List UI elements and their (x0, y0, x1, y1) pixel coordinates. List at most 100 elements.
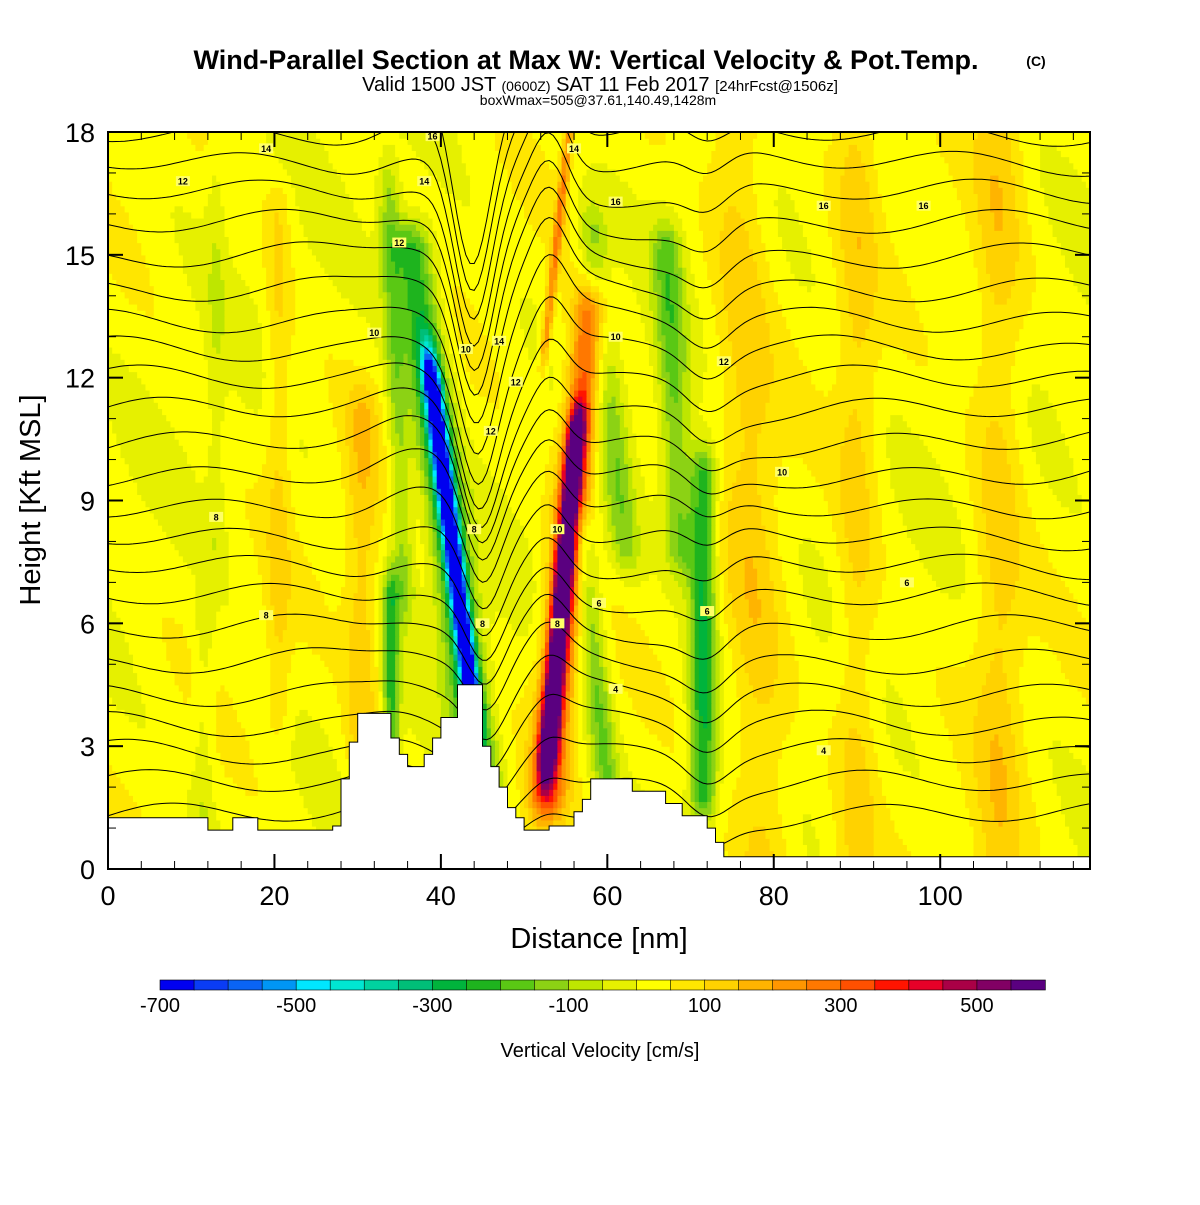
velocity-cell (457, 678, 463, 686)
velocity-cell (378, 690, 384, 698)
velocity-cell (794, 715, 833, 723)
velocity-cell (711, 776, 717, 784)
velocity-cell (270, 574, 292, 581)
velocity-cell (827, 733, 850, 741)
velocity-cell (199, 635, 213, 643)
velocity-cell (657, 420, 663, 428)
velocity-cell (569, 574, 575, 581)
velocity-cell (698, 678, 708, 686)
velocity-cell (744, 445, 758, 452)
velocity-cell (927, 568, 966, 575)
velocity-cell (1015, 500, 1029, 508)
velocity-cell (1069, 832, 1090, 839)
velocity-cell (723, 604, 733, 612)
velocity-cell (719, 672, 725, 680)
velocity-cell (586, 727, 592, 735)
velocity-cell (894, 826, 975, 833)
velocity-cell (390, 697, 396, 704)
velocity-cell (561, 660, 567, 667)
velocity-cell (711, 635, 717, 643)
velocity-cell (569, 586, 575, 594)
velocity-cell (461, 451, 467, 459)
velocity-cell (777, 795, 833, 803)
velocity-cell (586, 641, 592, 649)
velocity-cell (886, 703, 904, 710)
velocity-cell (715, 629, 721, 637)
velocity-cell (424, 555, 434, 563)
velocity-cell (694, 635, 700, 643)
velocity-cell (640, 580, 663, 588)
velocity-cell (711, 709, 717, 717)
velocity-cell (628, 389, 654, 397)
velocity-cell (1065, 672, 1090, 680)
velocity-cell (482, 727, 488, 735)
velocity-cell (711, 543, 717, 551)
velocity-cell (669, 500, 692, 508)
velocity-cell (445, 414, 450, 422)
velocity-cell (261, 598, 271, 606)
velocity-cell (873, 795, 887, 803)
velocity-cell (440, 617, 446, 624)
velocity-cell (599, 611, 604, 618)
velocity-cell (599, 457, 604, 465)
velocity-cell (981, 482, 1016, 489)
velocity-cell (253, 537, 267, 545)
velocity-cell (619, 475, 629, 483)
velocity-cell (686, 733, 692, 741)
velocity-cell (478, 666, 484, 674)
velocity-cell (1019, 819, 1037, 827)
velocity-cell (549, 512, 554, 520)
velocity-cell (557, 727, 563, 735)
velocity-cell (665, 475, 671, 483)
velocity-cell (378, 580, 384, 588)
velocity-cell (827, 764, 846, 772)
velocity-cell (424, 494, 429, 502)
velocity-cell (827, 770, 846, 778)
velocity-cell (940, 463, 966, 471)
velocity-cell (220, 475, 259, 483)
velocity-cell (428, 494, 434, 502)
velocity-cell (990, 764, 1008, 772)
velocity-cell (561, 396, 567, 403)
velocity-cell (436, 475, 450, 483)
velocity-cell (711, 629, 717, 637)
velocity-cell (707, 697, 712, 704)
velocity-cell (794, 709, 837, 717)
velocity-cell (1081, 494, 1090, 502)
velocity-cell (353, 604, 367, 612)
velocity-cell (773, 690, 800, 698)
velocity-cell (715, 697, 721, 704)
velocity-cell (569, 776, 575, 784)
velocity-cell (582, 586, 588, 594)
velocity-cell (615, 402, 625, 409)
velocity-cell (349, 482, 363, 489)
velocity-cell (669, 469, 696, 477)
velocity-cell (665, 555, 675, 563)
velocity-cell (445, 525, 459, 532)
velocity-cell (291, 494, 346, 502)
velocity-cell (586, 690, 592, 698)
velocity-cell (353, 518, 375, 526)
velocity-cell (586, 383, 592, 391)
velocity-cell (141, 494, 226, 502)
velocity-cell (619, 488, 629, 495)
velocity-cell (1035, 801, 1062, 809)
velocity-cell (470, 432, 554, 440)
velocity-cell (207, 377, 263, 385)
velocity-cell (873, 432, 887, 440)
velocity-cell (536, 746, 542, 753)
velocity-cell (561, 733, 567, 741)
velocity-cell (607, 629, 617, 637)
velocity-cell (457, 426, 463, 434)
velocity-cell (744, 592, 758, 600)
velocity-cell (711, 561, 717, 569)
velocity-cell (390, 469, 396, 477)
velocity-cell (673, 703, 687, 710)
velocity-cell (470, 641, 475, 649)
velocity-cell (873, 733, 891, 741)
velocity-cell (395, 727, 400, 735)
velocity-cell (578, 709, 583, 717)
velocity-cell (561, 789, 567, 796)
velocity-cell (727, 512, 762, 520)
velocity-cell (698, 770, 708, 778)
